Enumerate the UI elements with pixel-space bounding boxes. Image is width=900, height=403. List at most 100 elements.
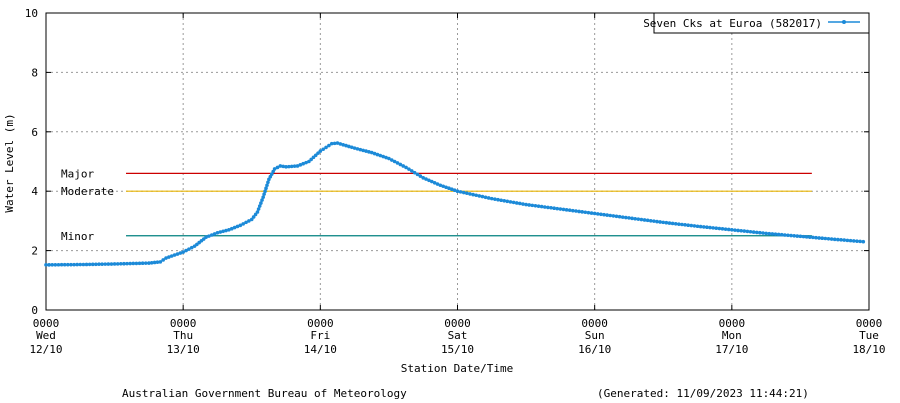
series-point (378, 153, 383, 158)
series-point (249, 217, 254, 222)
series-point (187, 247, 191, 251)
series-point (595, 212, 600, 216)
x-tick-time-label: 0000 (444, 317, 471, 330)
y-axis-ticks: 0 2 4 6 8 10 (25, 7, 869, 317)
series-point (820, 236, 825, 241)
series-point (733, 228, 737, 232)
series-point (100, 262, 104, 266)
legend-box (653, 12, 870, 34)
series-point (518, 201, 522, 206)
series-point (266, 180, 270, 185)
series-point (714, 226, 719, 230)
series-point (251, 215, 256, 219)
series-point (499, 198, 503, 203)
series-point (106, 262, 111, 266)
series-point (244, 220, 248, 225)
series-point (452, 188, 457, 193)
series-point (134, 261, 139, 266)
series-point (175, 252, 180, 256)
legend-marker (842, 20, 846, 24)
series-point (698, 224, 703, 229)
series-point (461, 190, 466, 195)
series-point (564, 208, 569, 212)
series-point (324, 145, 328, 150)
series-point (278, 164, 283, 168)
series-point (218, 230, 223, 234)
series-point (767, 231, 772, 236)
series-point (372, 151, 377, 156)
series-point (447, 186, 451, 191)
series-point (605, 213, 609, 217)
series-point (311, 155, 316, 160)
series-point (514, 201, 519, 205)
series-point (435, 182, 440, 186)
x-tick-time-label: 0000 (33, 317, 60, 330)
series-point (465, 191, 469, 196)
x-tick-day-label: Sat (448, 329, 468, 342)
series-point (480, 194, 485, 199)
series-point (673, 221, 678, 226)
series-point (633, 216, 637, 221)
series-point (577, 209, 581, 214)
series-point (630, 216, 634, 221)
series-point (592, 211, 597, 216)
series-point (814, 235, 818, 240)
series-point (292, 164, 297, 168)
series-point (823, 236, 828, 241)
x-tick-date-label: 13/10 (167, 343, 200, 356)
series-point (384, 155, 388, 160)
series-point (256, 207, 261, 211)
series-point (508, 200, 513, 204)
series-point (786, 233, 790, 238)
series-point (558, 207, 563, 211)
series-point (404, 165, 408, 170)
series-point (432, 180, 437, 185)
series-point (69, 262, 73, 267)
series-point (444, 185, 448, 190)
series-point (571, 208, 575, 213)
series-point (542, 205, 547, 209)
series-point (62, 262, 67, 267)
series-point (608, 213, 613, 218)
series-point (358, 147, 363, 152)
x-tick-date-label: 18/10 (852, 343, 885, 356)
series-point (848, 238, 853, 243)
footer-generated: (Generated: 11/09/2023 11:44:21) (597, 387, 809, 400)
series-point (172, 253, 177, 257)
series-point (586, 210, 591, 215)
series-point (723, 227, 728, 231)
x-tick-time-label: 0000 (719, 317, 746, 330)
series-point (287, 164, 291, 169)
series-point (642, 218, 647, 222)
series-point (75, 262, 79, 267)
series-point (415, 172, 420, 177)
series-point (361, 148, 365, 153)
x-tick-day-label: Tue (859, 329, 879, 342)
series-point (81, 262, 86, 267)
series-point (407, 167, 411, 171)
series-point (284, 165, 288, 169)
series-point (125, 261, 129, 266)
series-point (441, 184, 446, 189)
series-point (477, 194, 482, 198)
series-point (845, 238, 850, 243)
series-point (158, 260, 163, 264)
x-tick-time-label: 0000 (170, 317, 197, 330)
series-point (493, 197, 497, 201)
x-tick-date-label: 16/10 (578, 343, 611, 356)
series-point (801, 234, 806, 239)
series-point (645, 218, 650, 223)
series-point (94, 262, 98, 267)
series-point (552, 206, 556, 211)
x-tick-day-label: Sun (585, 329, 605, 342)
series-point (689, 223, 694, 228)
series-point (829, 237, 834, 241)
series-point (235, 224, 240, 229)
series-point (474, 193, 479, 198)
series-point (795, 234, 800, 238)
series-point (261, 195, 265, 199)
series-point (167, 255, 171, 259)
series-point (389, 158, 394, 162)
series-point (658, 220, 662, 224)
series-point (502, 198, 507, 203)
